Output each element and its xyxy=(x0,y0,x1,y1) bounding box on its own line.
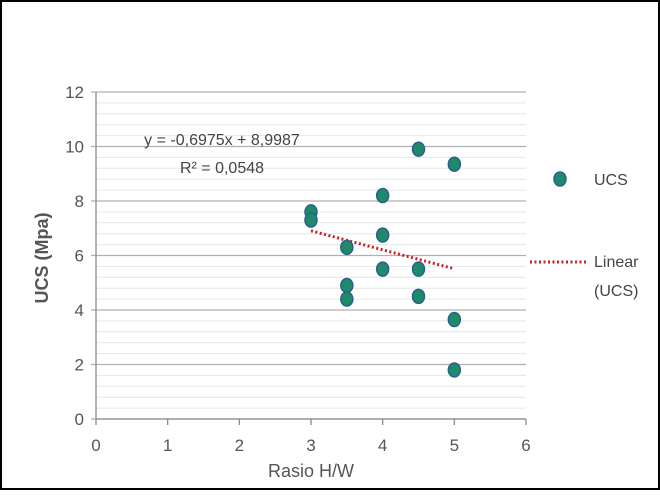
data-point xyxy=(411,288,426,305)
y-tick-label: 2 xyxy=(75,356,84,375)
y-tick-label: 8 xyxy=(75,192,84,211)
trendline-r-squared: R² = 0,0548 xyxy=(180,160,264,177)
x-tick-label: 6 xyxy=(521,436,530,455)
data-point xyxy=(340,291,354,307)
data-point xyxy=(340,239,354,256)
data-point xyxy=(375,187,390,204)
y-tick-label: 6 xyxy=(75,247,84,266)
points-layer xyxy=(304,141,462,378)
legend-label-linear-line2: (UCS) xyxy=(594,283,638,300)
legend-label-linear-line1: Linear xyxy=(594,254,639,271)
data-point xyxy=(340,277,354,294)
x-axis-label: Rasio H/W xyxy=(268,461,354,481)
data-point xyxy=(375,261,390,277)
x-tick-label: 5 xyxy=(450,436,459,455)
x-tick-label: 2 xyxy=(235,436,244,455)
x-tick-label: 1 xyxy=(163,436,172,455)
legend: UCS Linear (UCS) xyxy=(530,171,639,300)
y-axis-label: UCS (Mpa) xyxy=(32,213,52,304)
data-point xyxy=(447,156,462,172)
x-tick-label: 4 xyxy=(378,436,387,455)
legend-marker-ucs xyxy=(553,171,567,187)
data-point xyxy=(375,227,390,243)
y-tick-label: 12 xyxy=(65,83,84,102)
data-point xyxy=(447,362,462,378)
data-point xyxy=(411,261,426,277)
data-point xyxy=(304,212,318,228)
y-tick-label: 0 xyxy=(75,410,84,429)
data-point xyxy=(447,311,462,328)
legend-label-ucs: UCS xyxy=(594,172,628,189)
y-tick-label: 10 xyxy=(65,138,84,157)
x-tick-label: 0 xyxy=(91,436,100,455)
x-tick-label: 3 xyxy=(306,436,315,455)
trendline-equation: y = -0,6975x + 8,9987 xyxy=(144,132,300,149)
data-point xyxy=(411,141,426,157)
y-tick-label: 4 xyxy=(75,301,84,320)
